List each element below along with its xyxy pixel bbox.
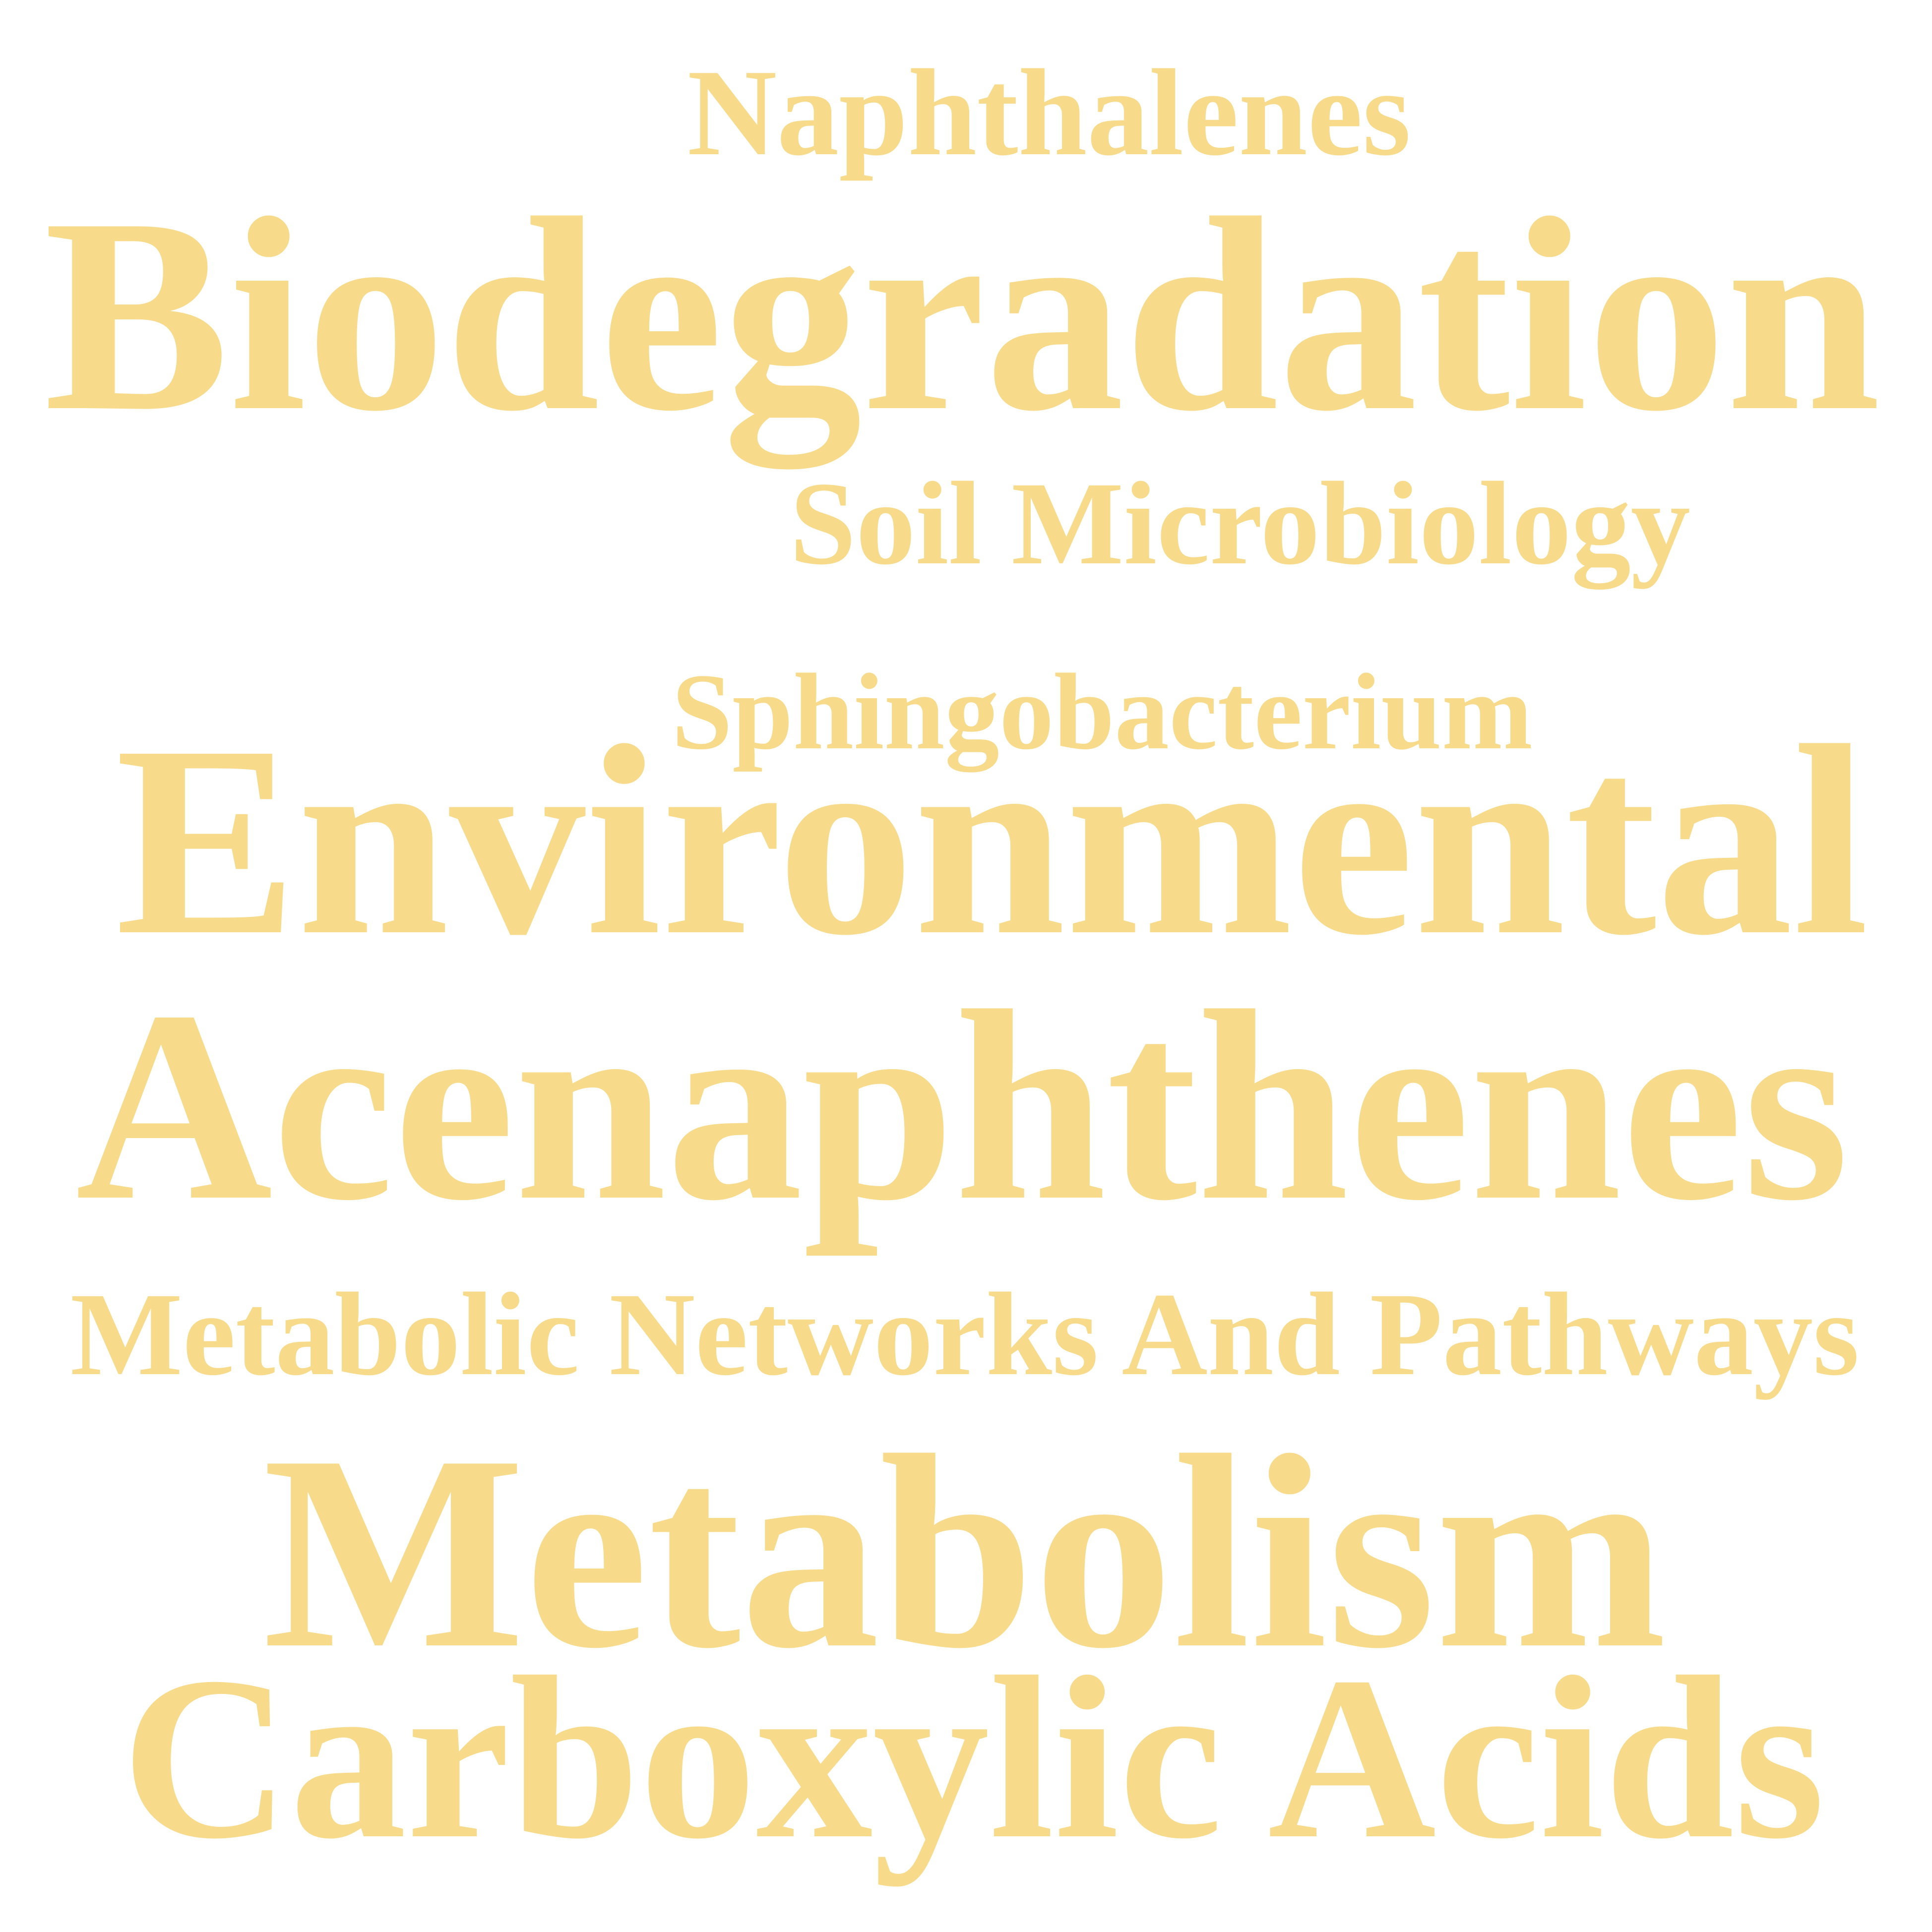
word-naphthalenes: Naphthalenes: [687, 44, 1411, 181]
word-soil-microbiology: Soil Microbiology: [790, 457, 1690, 589]
word-metabolic-networks-and-pathways: Metabolic Networks And Pathways: [70, 1268, 1860, 1400]
word-environmental: Environmental: [115, 689, 1869, 991]
word-acenaphthenes: Acenaphthenes: [75, 955, 1849, 1257]
word-carboxylic-acids: Carboxylic Acids: [122, 1629, 1825, 1887]
word-biodegradation: Biodegradation: [44, 161, 1881, 469]
word-sphingobacterium: Sphingobacterium: [672, 651, 1533, 772]
word-metabolism: Metabolism: [262, 1398, 1667, 1706]
